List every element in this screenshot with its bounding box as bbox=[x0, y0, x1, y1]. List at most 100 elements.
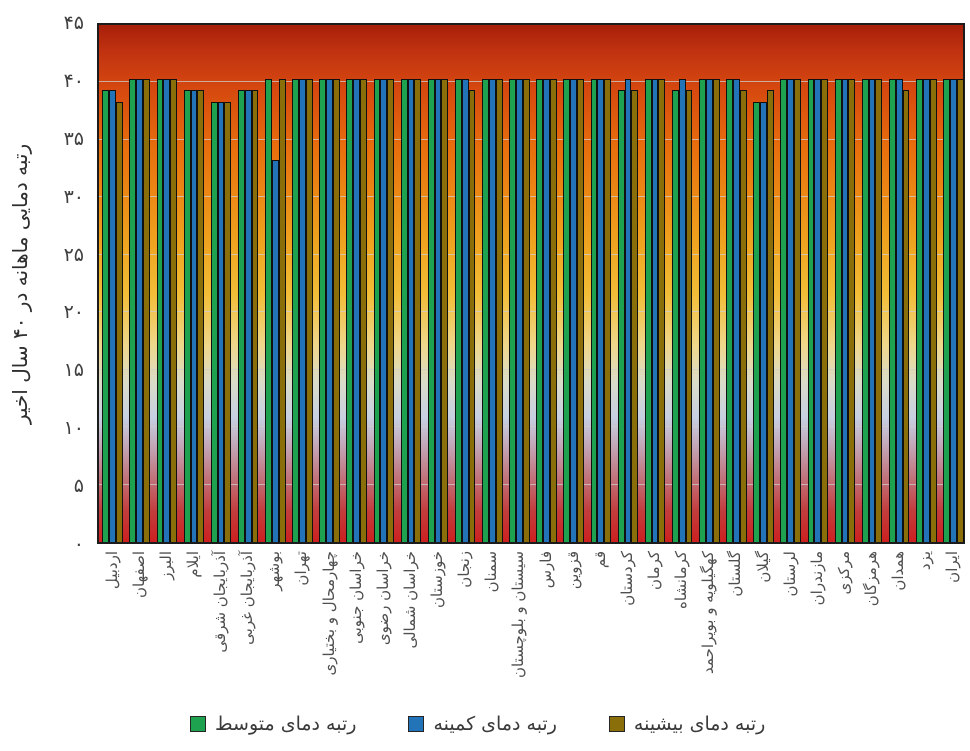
bar-max bbox=[956, 78, 964, 542]
x-axis-label: مازندران bbox=[807, 551, 826, 606]
x-axis-label: خراسان جنوبی bbox=[346, 551, 365, 644]
bar-min bbox=[488, 78, 496, 542]
bar-min bbox=[380, 78, 388, 542]
x-axis-label: تهران bbox=[292, 551, 311, 586]
bar-avg bbox=[563, 78, 571, 542]
bar-max bbox=[495, 78, 503, 542]
bar-min bbox=[543, 78, 550, 542]
bar-max bbox=[685, 90, 693, 542]
bar-avg bbox=[373, 78, 381, 542]
x-axis-label: بوشهر bbox=[265, 551, 284, 591]
bar-max bbox=[658, 78, 666, 542]
x-axis-label: قزوین bbox=[563, 551, 582, 590]
bar-min bbox=[841, 78, 849, 542]
bar-max bbox=[360, 78, 367, 542]
bar-max bbox=[305, 78, 313, 542]
bar-min bbox=[190, 90, 198, 542]
x-axis-label: کردستان bbox=[617, 551, 636, 606]
gridline-10 bbox=[99, 426, 963, 428]
legend-label: رتبه دمای کمینه bbox=[433, 713, 557, 735]
bar-max bbox=[115, 102, 123, 542]
legend: رتبه دمای متوسط رتبه دمای کمینه رتبه دمای … bbox=[190, 708, 765, 740]
bar-min bbox=[597, 78, 605, 542]
bar-max bbox=[278, 78, 286, 542]
bar-max bbox=[468, 90, 476, 542]
bar-max bbox=[929, 78, 937, 542]
bar-max bbox=[251, 90, 259, 542]
y-tick-label: ۳۰ bbox=[63, 185, 84, 208]
x-axis-label: سمنان bbox=[482, 551, 501, 593]
x-axis-label: مرکزی bbox=[834, 551, 853, 595]
bar-max bbox=[549, 78, 557, 542]
bar-min bbox=[407, 78, 415, 542]
bar-min bbox=[814, 78, 822, 542]
bar-avg bbox=[916, 78, 923, 542]
x-axis-label: سیستان و بلوچستان bbox=[509, 551, 528, 679]
bar-avg bbox=[319, 78, 327, 542]
bar-min bbox=[950, 78, 957, 542]
bar-avg bbox=[861, 78, 869, 542]
y-tick-label: ۲۰ bbox=[63, 301, 84, 324]
x-axis-label: گلستان bbox=[726, 551, 745, 597]
legend-item: رتبه دمای متوسط bbox=[190, 713, 356, 735]
y-tick-label: ۴۵ bbox=[63, 12, 84, 34]
bar-max bbox=[631, 90, 639, 542]
bar-avg bbox=[753, 102, 761, 542]
bar-min bbox=[244, 90, 252, 542]
bars-layer bbox=[99, 25, 964, 542]
bar-avg bbox=[807, 78, 815, 542]
bar-min bbox=[760, 102, 767, 542]
bar-max bbox=[739, 90, 747, 542]
bar-avg bbox=[644, 78, 652, 542]
bar-max bbox=[794, 78, 801, 542]
bar-avg bbox=[427, 78, 435, 542]
legend-swatch-icon bbox=[190, 716, 206, 732]
x-axis-label: هرمزگان bbox=[862, 551, 881, 607]
bar-avg bbox=[346, 78, 354, 542]
bar-max bbox=[224, 102, 232, 542]
x-axis-label: کهگیلویه و بویراحمد bbox=[699, 551, 718, 674]
y-tick-label: ۳۵ bbox=[63, 127, 84, 150]
bar-min bbox=[271, 159, 279, 542]
legend-label: رتبه دمای متوسط bbox=[215, 713, 357, 735]
x-axis-label: کرمانشاه bbox=[672, 551, 691, 610]
x-axis-label: خراسان شمالی bbox=[400, 551, 419, 649]
bar-min bbox=[163, 78, 171, 542]
legend-label: رتبه دمای بیشینه bbox=[633, 713, 766, 735]
x-axis-label: یزد bbox=[916, 551, 935, 571]
bar-avg bbox=[834, 78, 842, 542]
x-axis-label: قم bbox=[590, 551, 609, 569]
bar-avg bbox=[509, 78, 516, 542]
bar-max bbox=[522, 78, 530, 542]
x-axis-labels: اردبیل اصفهان البرز ایلام آذربایجان شرقی آذرب… bbox=[97, 551, 965, 716]
gridline-15 bbox=[99, 368, 963, 370]
y-tick-label: ۰ bbox=[73, 533, 84, 555]
bar-avg bbox=[590, 78, 598, 542]
bar-min bbox=[217, 102, 225, 542]
bar-avg bbox=[888, 78, 896, 542]
bar-max bbox=[387, 78, 395, 542]
legend-item: رتبه دمای بیشینه bbox=[608, 713, 766, 735]
bar-min bbox=[733, 78, 740, 542]
bar-avg bbox=[699, 78, 706, 542]
gridline-35 bbox=[99, 138, 963, 140]
x-axis-label: البرز bbox=[156, 551, 175, 580]
x-axis-label: چهارمحال و بختیاری bbox=[319, 551, 338, 676]
bar-avg bbox=[183, 90, 191, 542]
y-tick-label: ۵ bbox=[73, 475, 84, 498]
bar-min bbox=[787, 78, 795, 542]
gridlines-layer bbox=[99, 25, 963, 542]
bar-avg bbox=[943, 78, 950, 542]
x-axis-label: گیلان bbox=[753, 551, 772, 583]
x-axis-label: فارس bbox=[536, 551, 555, 589]
gridline-20 bbox=[99, 311, 963, 313]
x-axis-label: ایران bbox=[943, 551, 962, 583]
bar-max bbox=[332, 78, 340, 542]
bar-min bbox=[624, 78, 632, 542]
x-axis-label: ایلام bbox=[183, 551, 202, 578]
bar-max bbox=[197, 90, 205, 542]
bar-max bbox=[143, 78, 150, 542]
bar-min bbox=[299, 78, 306, 542]
y-tick-label: ۲۵ bbox=[63, 243, 84, 266]
